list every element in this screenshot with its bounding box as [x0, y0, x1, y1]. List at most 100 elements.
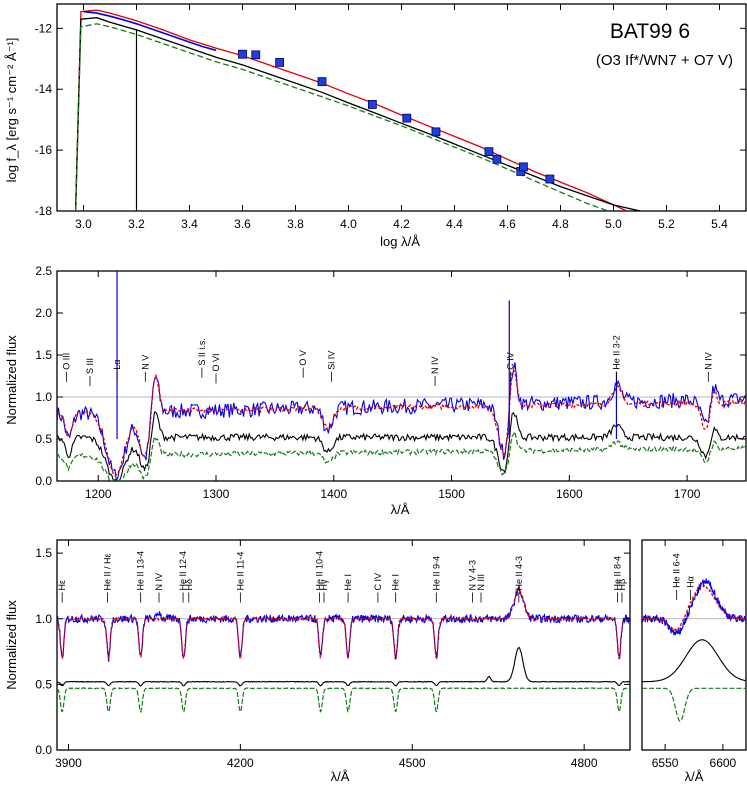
- x-tick-label: 1400: [320, 487, 347, 501]
- chart-title: BAT99 6: [610, 20, 690, 43]
- x-tick-label: 4.0: [340, 217, 357, 231]
- y-tick-label: -14: [35, 82, 53, 96]
- optical-line-label: He II 10-4: [314, 551, 324, 591]
- uv-marks: [57, 271, 746, 481]
- x-tick-label: 3.2: [128, 217, 145, 231]
- uv-line-label: O III: [61, 353, 71, 370]
- halpha-plot-area: [642, 578, 746, 722]
- sed-ticks: 3.0 3.2 3.4 3.6 3.8 4.0 4.2 4.4 4.6 4.8 5.0 5.2 5.4 -…: [35, 4, 746, 231]
- optical-x-label: λ/Å: [331, 769, 350, 784]
- uv-model-total-red: [57, 369, 746, 477]
- sed-panel: 3.0 3.2 3.4 3.6 3.8 4.0 4.2 4.4 4.6 4.8 5.0 5.2 5.4 -…: [4, 3, 747, 249]
- sed-model-companion-green: [74, 23, 609, 211]
- optical-line-label: C IV: [373, 573, 383, 591]
- optical-ticks: 3900 4200 4500 4800 0.0 0.5 1.0 1.5: [35, 540, 630, 770]
- optical-observed-blue: [57, 584, 630, 662]
- optical-model-star-black: [57, 646, 630, 687]
- x-tick-label: 3.0: [75, 217, 92, 231]
- sed-plot-area: [74, 9, 644, 211]
- uv-line-label: S II i.s.: [197, 338, 207, 366]
- optical-panel: 3900 4200 4500 4800 0.0 0.5 1.0 1.5 Hε He II / H…: [4, 539, 631, 784]
- halpha-model-star-black: [642, 639, 746, 683]
- x-tick-label: 5.4: [711, 217, 728, 231]
- x-tick-label: 4.6: [499, 217, 516, 231]
- y-tick-label: 1.5: [35, 546, 52, 560]
- halpha-model-total-red: [642, 583, 746, 632]
- optical-line-label: N IV: [154, 573, 164, 591]
- optical-line-label: He II 13-4: [136, 551, 146, 591]
- sed-marks: [74, 9, 644, 211]
- sed-photometry-point: [275, 58, 285, 67]
- uv-line-label: O V: [298, 350, 308, 366]
- uv-line-label: N V: [140, 355, 150, 370]
- optical-line-label: Hδ: [184, 579, 194, 591]
- uv-frame: [56, 270, 747, 482]
- sed-observed-uv-blue: [83, 10, 217, 52]
- uv-line-label: C IV: [505, 352, 515, 370]
- halpha-x-label: λ/Å: [685, 769, 704, 784]
- optical-line-label: Hε: [57, 580, 67, 591]
- x-tick-label: 1500: [438, 487, 465, 501]
- x-tick-label: 1300: [203, 487, 230, 501]
- uv-ticks: 1200 1300 1400 1500 1600 1700 0.0 0.5 1.0 1.5 2.0 2…: [35, 264, 746, 501]
- uv-x-label: λ/Å: [391, 502, 410, 517]
- x-tick-label: 4500: [399, 756, 426, 770]
- y-tick-label: 0.5: [35, 677, 52, 691]
- optical-line-label: He II 12-4: [178, 551, 188, 591]
- optical-line-label: He II 4-3: [514, 556, 524, 591]
- y-tick-label: 2.5: [35, 264, 52, 278]
- optical-line-label: He II 8-4: [612, 556, 622, 591]
- x-tick-label: 3.8: [287, 217, 304, 231]
- optical-line-labels: Hε He II / Hε He II 13-4 N IV He II 12-4Hδ He…: [57, 551, 627, 603]
- optical-line-label: He II 9-4: [431, 556, 441, 591]
- optical-line-label: He II 11-4: [235, 552, 245, 591]
- x-tick-label: 4.2: [393, 217, 410, 231]
- sed-photometry-point: [545, 174, 555, 184]
- x-tick-label: 1200: [85, 487, 112, 501]
- y-tick-label: 1.0: [35, 612, 52, 626]
- y-tick-label: 0.0: [35, 743, 52, 757]
- optical-model-total-red: [57, 588, 630, 661]
- halpha-line-label: He II 6-4: [672, 553, 682, 588]
- uv-line-label: N IV: [703, 352, 713, 370]
- optical-line-label: N V 4-3: [467, 560, 477, 591]
- uv-model-companion-green: [57, 429, 746, 481]
- y-tick-label: 0.5: [35, 432, 52, 446]
- halpha-frame: [641, 539, 747, 751]
- uv-line-label: O VI: [211, 353, 221, 371]
- y-tick-label: 1.5: [35, 348, 52, 362]
- halpha-line-labels: He II 6-4 Hα: [672, 553, 696, 600]
- optical-line-label: He II / Hε: [102, 553, 112, 590]
- x-tick-label: 3900: [55, 756, 82, 770]
- uv-observed-blue: [57, 362, 746, 481]
- uv-model-star-black: [57, 411, 746, 481]
- optical-plot-area: [57, 584, 630, 714]
- x-tick-label: 5.2: [658, 217, 675, 231]
- x-tick-label: 1700: [674, 487, 701, 501]
- sed-model-total-red: [74, 9, 628, 211]
- sed-photometry-point: [238, 49, 247, 59]
- uv-line-label: S III: [85, 358, 95, 374]
- uv-line-labels: O III S III Lα N V S II i.s. O VI O V Si IV N IV…: [61, 335, 713, 386]
- y-tick-label: 0.0: [35, 474, 52, 488]
- sed-photometry-point: [317, 77, 327, 87]
- halpha-line-label: Hα: [686, 576, 696, 588]
- x-tick-label: 6550: [652, 756, 679, 770]
- optical-line-label: He I: [343, 574, 353, 591]
- sed-y-label: log f_λ [erg s⁻¹ cm⁻² Å⁻¹]: [4, 38, 19, 183]
- chart-subtitle: (O3 If*/WN7 + O7 V): [596, 52, 733, 69]
- optical-frame: [56, 539, 631, 751]
- uv-line-label: N IV: [430, 356, 440, 374]
- x-tick-label: 3.6: [234, 217, 251, 231]
- sed-photometry-point: [402, 113, 412, 123]
- x-tick-label: 3.4: [181, 217, 198, 231]
- optical-model-companion-green: [57, 687, 630, 714]
- y-tick-label: -16: [35, 143, 53, 157]
- sed-photometry-point: [367, 100, 377, 109]
- x-tick-label: 5.0: [605, 217, 622, 231]
- optical-line-label: N III: [476, 574, 486, 591]
- halpha-marks: [642, 578, 746, 722]
- uv-line-label: He II 3-2: [611, 335, 621, 370]
- sed-photometry-point: [431, 127, 441, 137]
